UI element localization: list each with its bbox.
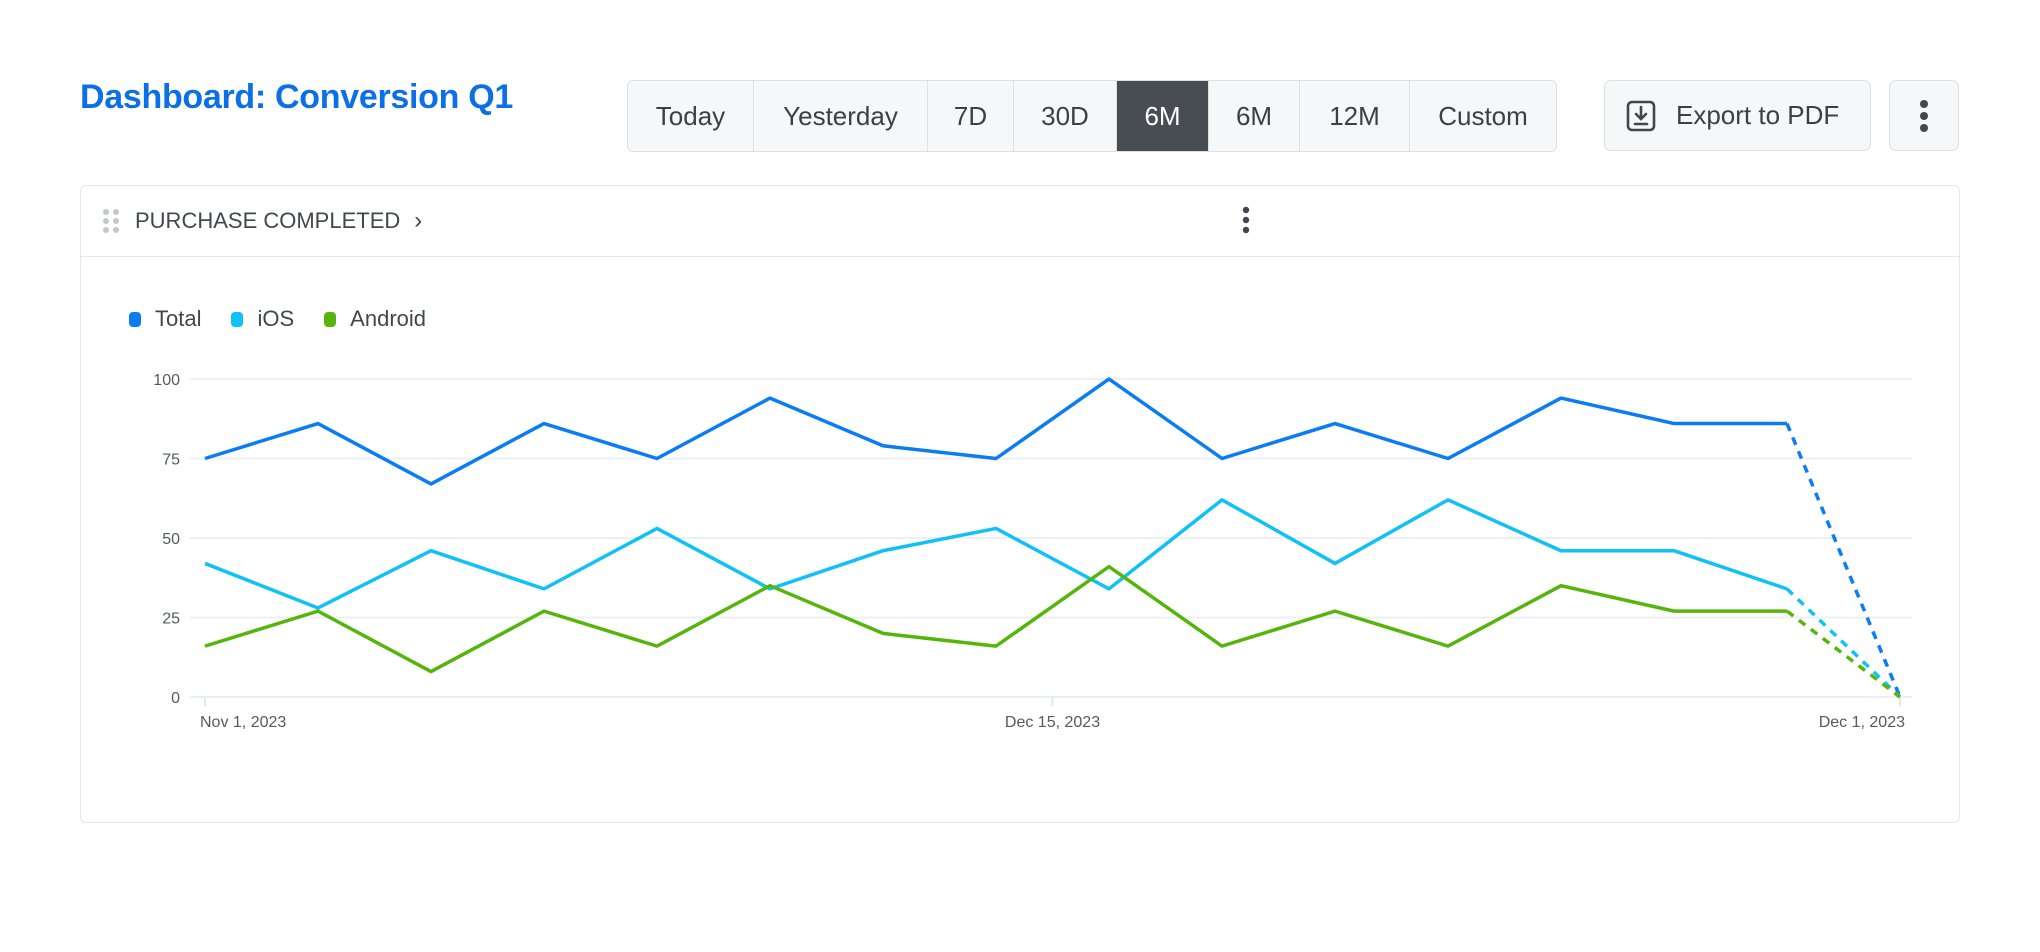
card-header: PURCHASE COMPLETED ›	[81, 186, 1959, 257]
legend-label: iOS	[257, 306, 295, 331]
download-icon	[1626, 100, 1656, 131]
series-projection-ios	[1785, 587, 1902, 699]
y-tick-label: 50	[162, 531, 180, 548]
kebab-icon	[1920, 99, 1928, 132]
y-tick-label: 0	[171, 690, 180, 707]
more-options-button[interactable]	[1889, 80, 1959, 151]
range-button-12m[interactable]: 12M	[1300, 81, 1410, 151]
export-pdf-button[interactable]: Export to PDF	[1604, 80, 1871, 151]
legend-label: Android	[350, 306, 427, 331]
chart-legend: Total iOS Android	[129, 306, 456, 332]
kebab-icon[interactable]	[1241, 206, 1251, 234]
chevron-right-icon[interactable]: ›	[414, 207, 423, 234]
x-tick-label: Nov 1, 2023	[200, 714, 286, 731]
series-line-total	[204, 377, 1787, 486]
drag-handle-icon[interactable]	[103, 209, 119, 233]
legend-item-ios[interactable]: iOS	[231, 306, 294, 332]
range-button-7d[interactable]: 7D	[928, 81, 1014, 151]
range-button-today[interactable]: Today	[628, 81, 754, 151]
series-projection-total	[1785, 422, 1902, 698]
legend-label: Total	[155, 306, 202, 331]
legend-swatch	[129, 311, 141, 327]
legend-swatch	[231, 311, 244, 327]
legend-item-total[interactable]: Total	[129, 306, 201, 332]
legend-swatch	[324, 311, 337, 327]
series-projection-android	[1785, 609, 1902, 699]
range-button-6m[interactable]: 6M	[1209, 81, 1300, 151]
y-tick-label: 75	[162, 452, 180, 469]
range-button-30d[interactable]: 30D	[1014, 81, 1117, 151]
range-button-6m[interactable]: 6M	[1117, 81, 1209, 151]
y-tick-label: 25	[162, 611, 180, 628]
range-button-custom[interactable]: Custom	[1438, 100, 1528, 131]
x-tick-label: Dec 1, 2023	[1819, 714, 1905, 731]
range-button-yesterday[interactable]: Yesterday	[754, 81, 928, 151]
card-title[interactable]: PURCHASE COMPLETED	[135, 208, 401, 233]
series-line-ios	[204, 498, 1788, 610]
series-line-android	[204, 564, 1787, 674]
y-tick-label: 100	[153, 372, 180, 389]
date-range-selector: Today Yesterday 7D 30D 6M 6M 12M Custom	[627, 80, 1557, 152]
x-tick-label: Dec 15, 2023	[1005, 714, 1100, 731]
legend-item-android[interactable]: Android	[324, 306, 426, 332]
page-title: Dashboard: Conversion Q1	[80, 78, 513, 116]
chart-card: PURCHASE COMPLETED › Total iOS Android	[80, 185, 1960, 823]
export-label: Export to PDF	[1676, 100, 1840, 130]
